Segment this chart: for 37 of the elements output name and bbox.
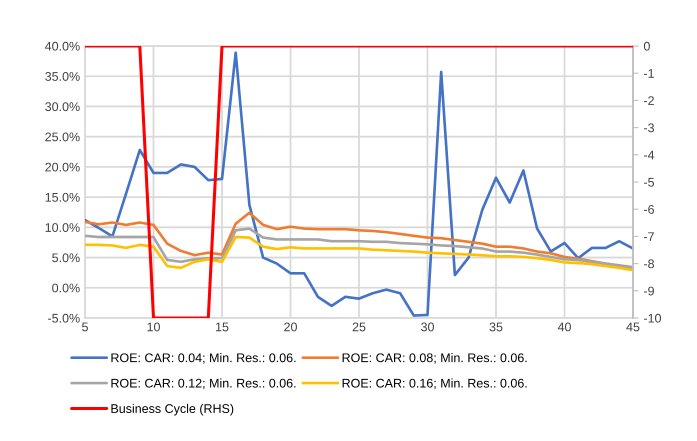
legend-label: Business Cycle (RHS) bbox=[111, 404, 234, 416]
y-tick-label: 30.0% bbox=[45, 102, 80, 112]
y-tick-label: 10.0% bbox=[46, 223, 80, 232]
x-tick-label: 10 bbox=[148, 322, 160, 332]
y-tick-label: 15.0% bbox=[46, 192, 80, 202]
y2-tick-label: -10 bbox=[644, 314, 661, 323]
legend-label: ROE: CAR: 0.08; Min. Res.: 0.06. bbox=[342, 353, 527, 364]
line-series bbox=[85, 227, 633, 270]
y-tick-label: -5.0% bbox=[48, 314, 80, 323]
x-tick-label: 30 bbox=[421, 322, 434, 332]
x-tick-label: 45 bbox=[626, 322, 640, 332]
y2-tick-label: -6 bbox=[644, 205, 654, 214]
x-tick-label: 40 bbox=[558, 322, 571, 332]
y-tick-label: 35.0% bbox=[45, 72, 80, 81]
x-tick-label: 5 bbox=[82, 322, 88, 332]
legend-label: ROE: CAR: 0.04; Min. Res.: 0.06. bbox=[111, 353, 296, 364]
y2-tick-label: -9 bbox=[644, 286, 654, 296]
x-tick-label: 20 bbox=[284, 322, 297, 332]
x-tick-label: 15 bbox=[216, 322, 228, 332]
y2-tick-label: -2 bbox=[644, 96, 654, 105]
legend-label: ROE: CAR: 0.16; Min. Res.: 0.06. bbox=[342, 378, 527, 390]
x-tick-label: 25 bbox=[352, 322, 366, 332]
y-tick-label: 20.0% bbox=[45, 162, 80, 172]
y2-tick-label: -3 bbox=[644, 123, 654, 132]
y-tick-label: 5.0% bbox=[52, 253, 80, 262]
line-series bbox=[85, 236, 633, 272]
y2-tick-label: 0 bbox=[644, 42, 650, 51]
y-tick-label: 40.0% bbox=[44, 42, 80, 51]
x-tick-label: 35 bbox=[490, 322, 502, 332]
legend-label: ROE: CAR: 0.12; Min. Res.: 0.06. bbox=[111, 378, 296, 390]
y-tick-label: 0.0% bbox=[52, 284, 80, 292]
y2-tick-label: -1 bbox=[644, 69, 654, 78]
y-tick-label: 25.0% bbox=[45, 132, 80, 142]
y2-tick-label: -7 bbox=[644, 232, 654, 241]
y2-tick-label: -4 bbox=[644, 150, 654, 160]
y2-tick-label: -5 bbox=[644, 178, 654, 187]
y2-tick-label: -8 bbox=[644, 259, 654, 268]
